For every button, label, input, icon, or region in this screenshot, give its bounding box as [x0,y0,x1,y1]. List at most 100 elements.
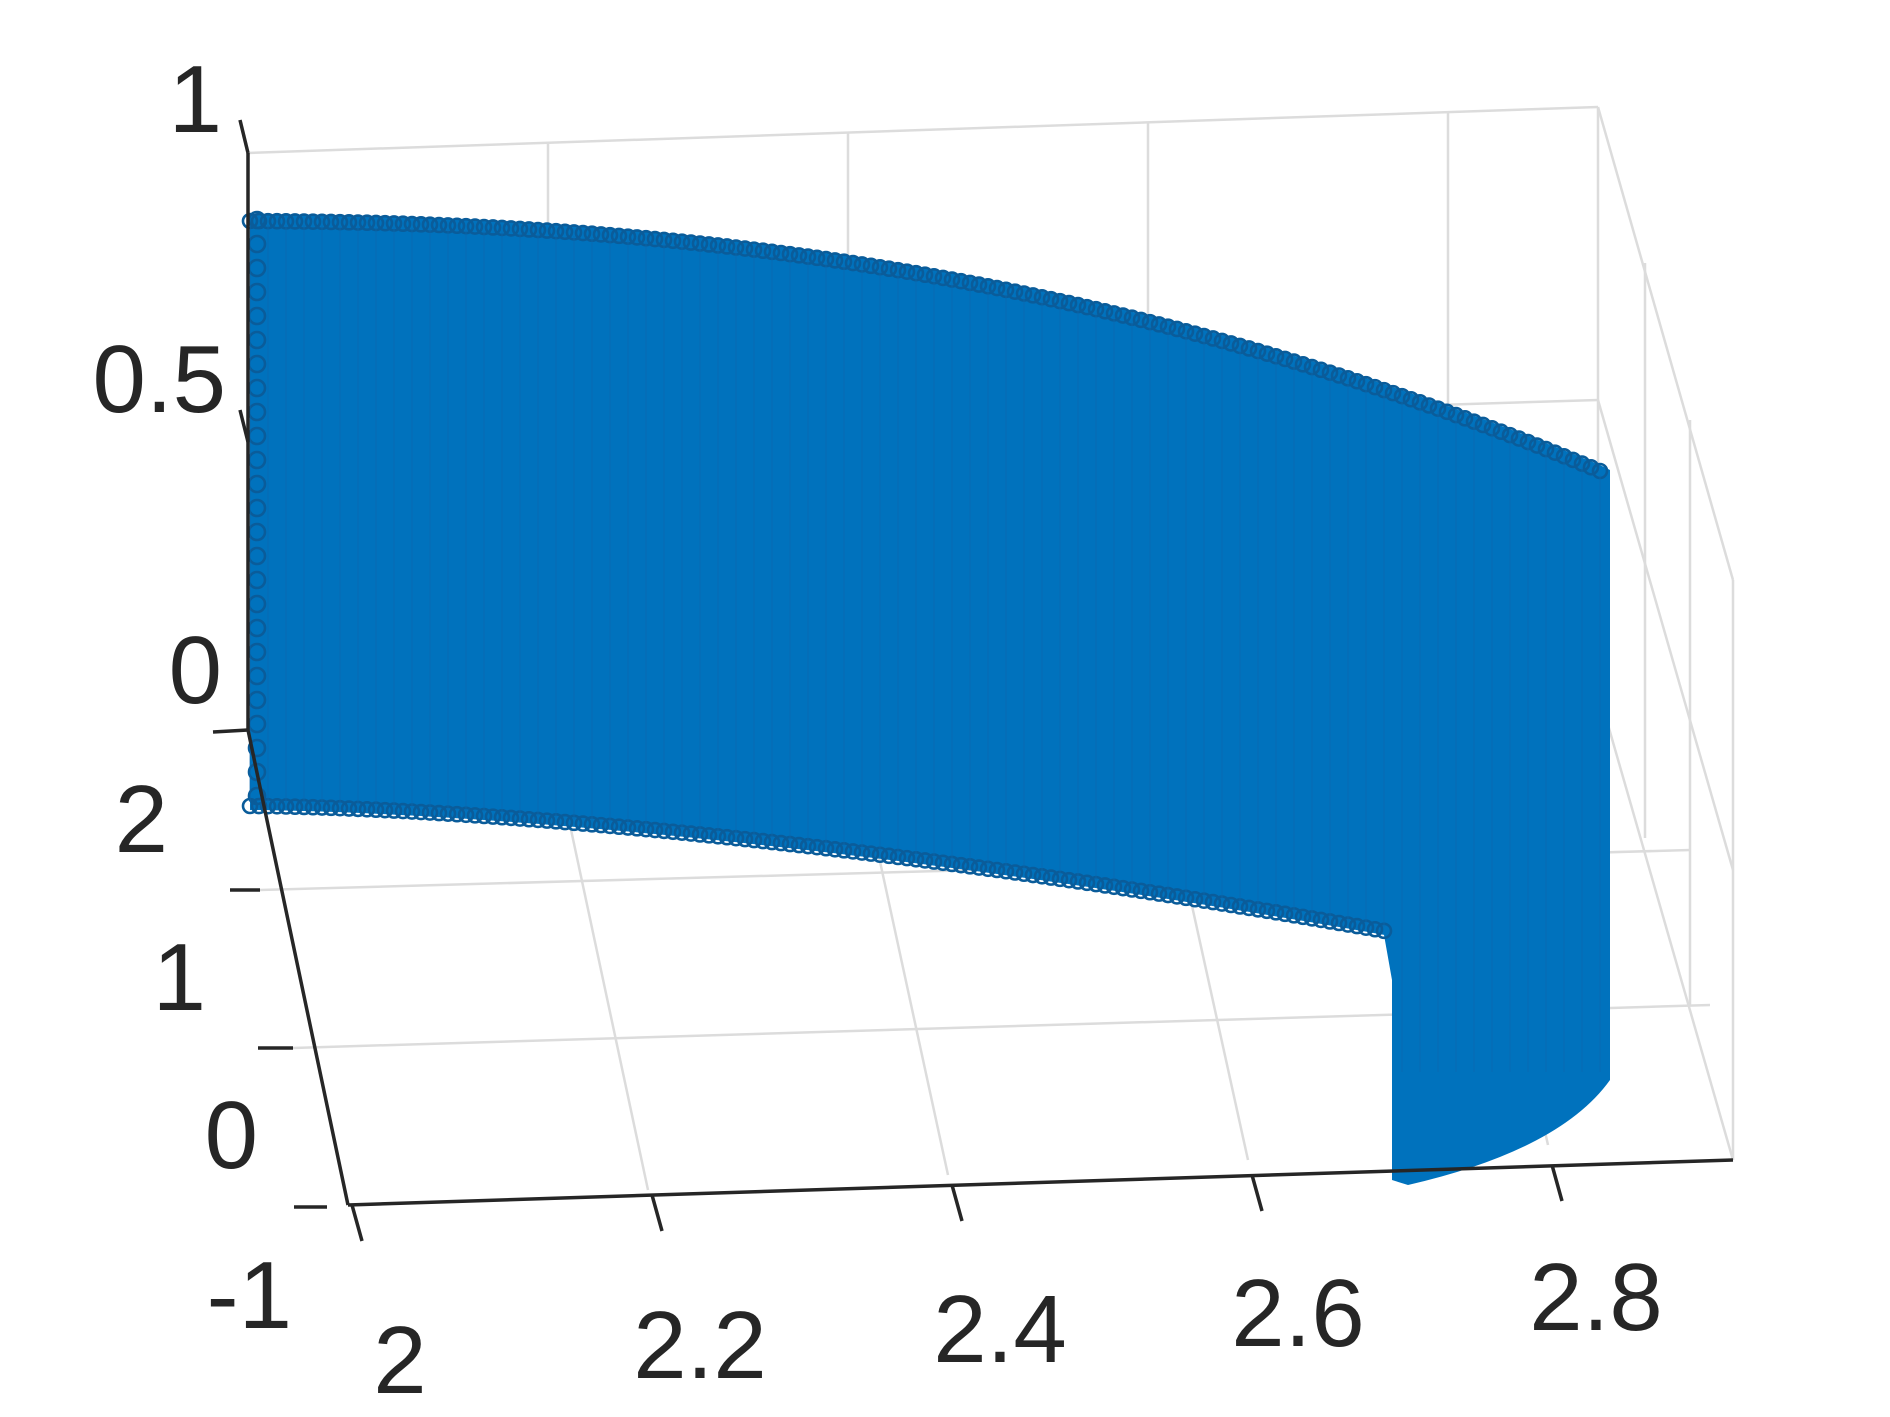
data-point [844,254,862,272]
z-tick-labels: 0 0.5 1 [93,46,226,724]
data-point [1456,410,1474,427]
x-tick [1550,1164,1564,1202]
x-tick-label: 2.8 [1529,1244,1662,1351]
data-point [1366,378,1384,396]
data-point [790,247,808,264]
data-points [241,210,1610,1185]
data-point [394,802,412,820]
data-point [268,798,286,815]
data-point [1024,287,1042,304]
data-point [502,809,520,827]
data-band-fill [250,215,1610,1185]
data-point [952,856,970,874]
data-point [880,260,898,277]
data-point [862,845,880,862]
data-point [916,852,934,869]
x-tick-label: 2.6 [1231,1260,1364,1367]
x-tick [950,1184,964,1222]
data-point [1582,458,1600,476]
grid-line [1596,689,1735,1161]
data-point [1150,316,1168,333]
y-tick-label: 1 [153,924,206,1031]
data-point [664,232,682,250]
data-point [1132,311,1150,329]
data-point [1438,403,1456,421]
data-point [376,214,394,232]
data-point [934,269,952,287]
data-point [754,242,772,260]
data-point [340,800,358,817]
data-point [448,217,466,235]
data-point [1312,361,1330,379]
data-point [610,818,628,836]
data-point [412,803,430,821]
data-point [1312,911,1330,929]
data-point [700,236,718,253]
data-point [574,815,592,832]
data-point [1060,871,1078,889]
data-point [772,244,790,262]
data-point [664,823,682,841]
data-point [1132,882,1150,900]
x-tick [1250,1174,1264,1212]
x-tick-label: 2 [373,1307,426,1414]
data-point [520,810,538,828]
data-point [268,212,286,230]
data-point [574,224,592,242]
data-point [466,218,484,235]
data-point [1204,330,1222,347]
data-point [247,738,267,758]
data-point [1060,294,1078,312]
grid-line [247,105,1599,155]
data-point [430,804,448,822]
data-point [1510,430,1528,447]
x-tick-labels: 2 2.2 2.4 2.6 2.8 [373,1244,1662,1414]
data-point [844,843,862,860]
data-point [682,234,700,251]
data-point [970,276,988,293]
z-tick-label: 0.5 [93,326,226,433]
data-point [700,827,718,844]
data-point [1096,877,1114,894]
data-point [1294,356,1312,373]
data-point [808,838,826,856]
data-point [826,840,844,858]
data-point [1222,896,1240,914]
y-axis-line [246,729,350,1206]
data-point [502,220,520,237]
data-point [1006,864,1024,881]
data-point [1564,451,1582,469]
grid-line [1596,106,1735,581]
data-point [322,213,340,231]
data-point [1366,920,1384,938]
data-point [556,223,574,241]
data-point [1168,888,1186,905]
data-point [484,808,502,825]
data-point [646,230,664,248]
data-point [1006,283,1024,300]
z-tick [238,409,250,443]
data-point [358,214,376,232]
data-point [1042,290,1060,308]
y-tick-label: -1 [207,1242,292,1349]
data-point [1294,908,1312,926]
data-point [1402,390,1420,408]
data-point [1330,367,1348,384]
data-point [808,249,826,267]
data-point [1186,890,1204,908]
data-point [682,825,700,842]
data-point [718,238,736,255]
z-tick-label: 1 [169,46,222,153]
x-axis-line [347,1158,1734,1207]
grid-line [1596,399,1735,871]
data-point [250,797,268,815]
data-point [772,834,790,852]
data-point [898,263,916,280]
data-point [520,221,538,238]
data-point [286,798,304,816]
data-point [736,240,754,257]
data-point [736,830,754,848]
data-point [880,847,898,865]
y-tick-label: 2 [115,766,168,873]
